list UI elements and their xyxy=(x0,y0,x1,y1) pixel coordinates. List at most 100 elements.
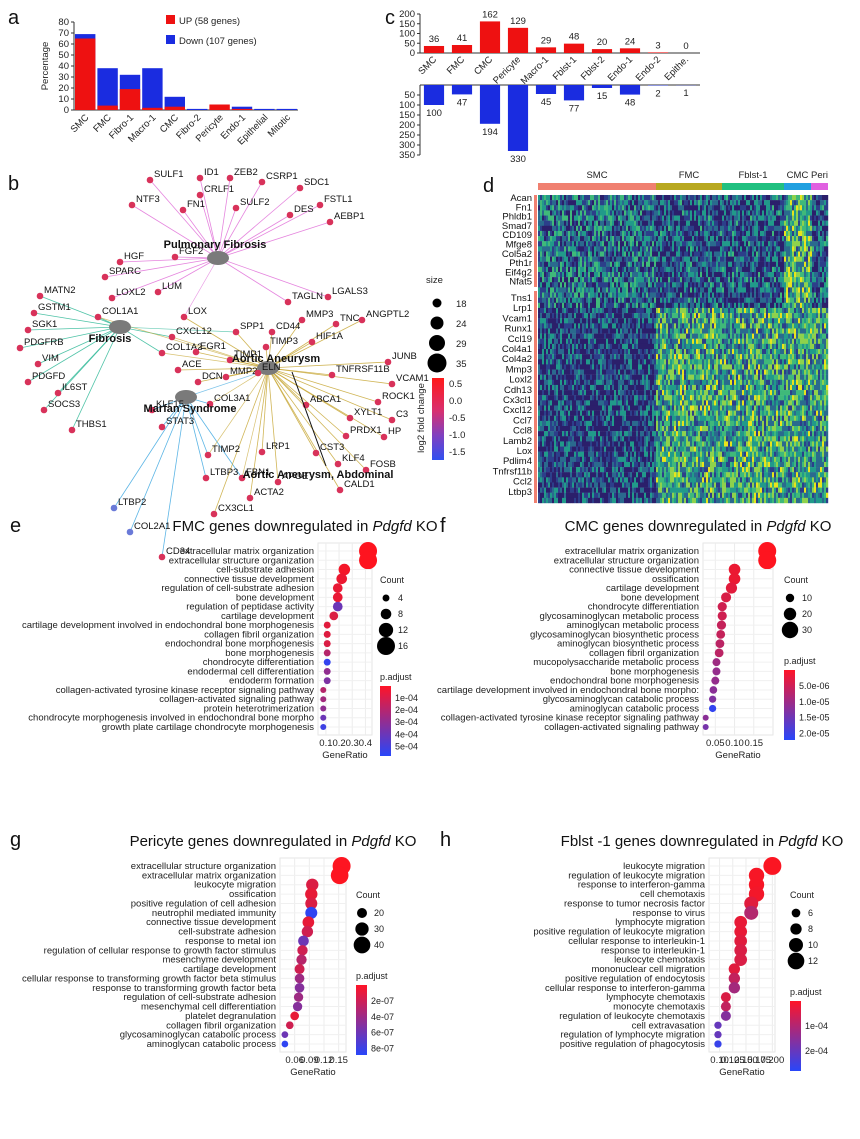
heatmap-cell xyxy=(616,261,619,268)
heatmap-cell xyxy=(804,343,807,350)
heatmap-cell xyxy=(654,215,657,221)
heatmap-cell xyxy=(652,200,655,206)
heatmap-cell xyxy=(808,287,811,293)
heatmap-cell xyxy=(596,349,599,355)
heatmap-cell xyxy=(638,256,641,262)
heatmap-cell xyxy=(620,251,623,257)
heatmap-cell xyxy=(638,241,641,247)
heatmap-cell xyxy=(720,297,723,303)
heatmap-cell xyxy=(762,272,765,278)
heatmap-cell xyxy=(588,313,591,319)
network-gene-label: NTF3 xyxy=(136,194,160,205)
heatmap-cell xyxy=(720,266,723,273)
heatmap-cell xyxy=(702,313,705,319)
heatmap-cell xyxy=(750,328,753,334)
heatmap-cell xyxy=(556,272,559,278)
heatmap-cell xyxy=(620,354,623,360)
heatmap-cell xyxy=(684,241,687,247)
heatmap-cell xyxy=(778,328,781,334)
heatmap-cell xyxy=(656,241,659,247)
heatmap-cell xyxy=(574,195,577,201)
heatmap-cell xyxy=(794,282,797,288)
heatmap-cell xyxy=(540,230,543,237)
heatmap-cell xyxy=(646,343,649,350)
heatmap-cell xyxy=(692,205,695,211)
heatmap-cell xyxy=(760,313,763,319)
a-legend-up: UP (58 genes) xyxy=(179,16,240,27)
heatmap-cell xyxy=(612,354,615,360)
heatmap-cell xyxy=(748,220,751,226)
network-edge xyxy=(185,396,209,456)
heatmap-cell xyxy=(574,318,577,324)
heatmap-cell xyxy=(682,251,685,257)
heatmap-cell xyxy=(696,328,699,334)
heatmap-cell xyxy=(600,343,603,350)
heatmap-cell xyxy=(802,349,805,355)
heatmap-cell xyxy=(758,236,761,242)
heatmap-cell xyxy=(616,220,619,226)
heatmap-cell xyxy=(822,307,825,314)
heatmap-cell xyxy=(744,328,747,334)
heatmap-cell xyxy=(748,230,751,237)
fc-legend-label: -1.0 xyxy=(449,430,465,441)
heatmap-cell xyxy=(786,302,789,309)
heatmap-cell xyxy=(772,246,775,252)
heatmap-cell xyxy=(770,292,773,298)
heatmap-cell xyxy=(826,338,829,345)
heatmap-cell xyxy=(802,215,805,221)
heatmap-cell xyxy=(658,195,661,201)
heatmap-cell xyxy=(804,195,807,201)
heatmap-cell xyxy=(808,302,811,309)
heatmap-cell xyxy=(700,277,703,283)
heatmap-cell xyxy=(620,297,623,303)
a-bar-up xyxy=(231,108,253,110)
heatmap-cell xyxy=(774,210,777,216)
heatmap-cell xyxy=(818,307,821,314)
size-legend-label: 24 xyxy=(456,319,467,330)
heatmap-cell xyxy=(554,349,557,355)
network-gene-label: CD44 xyxy=(276,321,300,332)
heatmap-cell xyxy=(674,251,677,257)
heatmap-cell xyxy=(718,313,721,319)
heatmap-cell xyxy=(676,215,679,221)
heatmap-cell xyxy=(774,297,777,303)
heatmap-cell xyxy=(764,220,767,226)
heatmap-cell xyxy=(642,282,645,288)
heatmap-cell xyxy=(758,343,761,350)
heatmap-cell xyxy=(720,220,723,226)
heatmap-cell xyxy=(820,251,823,257)
heatmap-cell xyxy=(632,236,635,242)
heatmap-cell xyxy=(692,200,695,206)
heatmap-cell xyxy=(586,230,589,237)
heatmap-cell xyxy=(658,241,661,247)
heatmap-cell xyxy=(554,220,557,226)
heatmap-cell xyxy=(606,287,609,293)
heatmap-cell xyxy=(544,205,547,211)
heatmap-cell xyxy=(708,246,711,252)
heatmap-cell xyxy=(720,302,723,309)
heatmap-cell xyxy=(724,292,727,298)
heatmap-cell xyxy=(598,328,601,334)
heatmap-cell xyxy=(738,313,741,319)
heatmap-cell xyxy=(760,256,763,262)
heatmap-cell xyxy=(570,277,573,283)
heatmap-cell xyxy=(566,277,569,283)
heatmap-cell xyxy=(716,354,719,360)
heatmap-cell xyxy=(714,266,717,273)
heatmap-cell xyxy=(794,200,797,206)
heatmap-cell xyxy=(608,313,611,319)
heatmap-cell xyxy=(634,236,637,242)
heatmap-cell xyxy=(794,225,797,232)
heatmap-cell xyxy=(686,251,689,257)
heatmap-cell xyxy=(606,195,609,201)
heatmap-cell xyxy=(720,210,723,216)
heatmap-cell xyxy=(664,236,667,242)
heatmap-cell xyxy=(752,292,755,298)
heatmap-cell xyxy=(664,241,667,247)
heatmap-cell xyxy=(540,349,543,355)
heatmap-cell xyxy=(634,256,637,262)
heatmap-cell xyxy=(804,236,807,242)
heatmap-cell xyxy=(660,328,663,334)
heatmap-cell xyxy=(690,266,693,273)
heatmap-cell xyxy=(694,297,697,303)
